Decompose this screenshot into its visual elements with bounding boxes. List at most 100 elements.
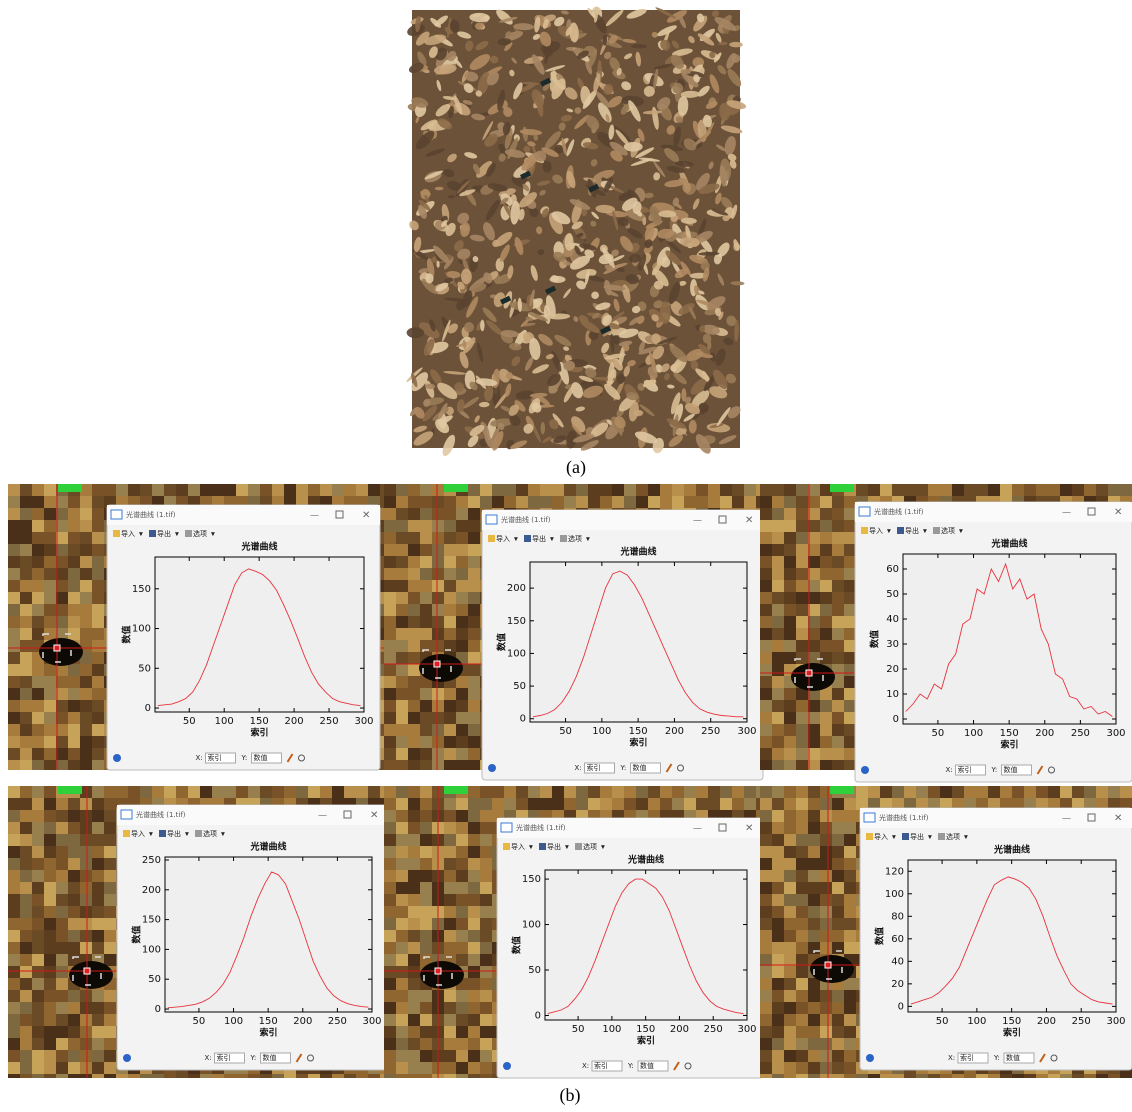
y-axis-label: 数值: [496, 633, 508, 651]
pixel: [444, 1050, 456, 1062]
close-button[interactable]: ✕: [370, 810, 378, 821]
x-axis-label: 索引: [629, 737, 647, 749]
menu-item[interactable]: 导出: [905, 526, 919, 535]
pixel: [380, 700, 384, 712]
help-icon[interactable]: [488, 764, 496, 772]
menu-item[interactable]: 选项: [203, 829, 217, 838]
pixel: [420, 942, 432, 954]
menu-item[interactable]: 导入: [131, 830, 145, 838]
pixel: [380, 1074, 384, 1078]
menu-item[interactable]: 导出: [167, 829, 181, 838]
minimize-button[interactable]: —: [318, 811, 327, 821]
pixel: [760, 628, 772, 640]
close-button[interactable]: ✕: [362, 510, 370, 521]
pixel: [468, 1014, 480, 1026]
pixel: [784, 532, 796, 544]
pixel: [20, 918, 32, 930]
x-prefix: X:: [196, 754, 203, 762]
pixel: [772, 712, 784, 724]
minimize-button[interactable]: —: [310, 511, 319, 521]
pixel: [600, 798, 612, 810]
pixel: [20, 834, 32, 846]
x-select-text: 索引: [208, 753, 222, 762]
pixel: [116, 1074, 128, 1078]
pixel: [8, 990, 20, 1002]
pixel: [140, 1074, 152, 1078]
help-icon[interactable]: [861, 766, 869, 774]
help-icon[interactable]: [113, 754, 121, 762]
pixel: [20, 712, 32, 724]
chart-title: 光谱曲线: [990, 538, 1027, 550]
pixel: [1060, 484, 1072, 496]
minimize-button[interactable]: —: [1062, 508, 1071, 518]
menu-arrow: ▼: [887, 529, 891, 535]
pixel: [408, 748, 420, 760]
menu-item[interactable]: 选项: [568, 534, 582, 543]
pixel: [44, 1050, 56, 1062]
pixel: [396, 894, 408, 906]
pixel: [384, 604, 396, 616]
x-tick-label: 300: [354, 716, 373, 727]
pixel: [200, 1074, 212, 1078]
close-button[interactable]: ✕: [1114, 507, 1122, 518]
pixel: [832, 628, 844, 640]
pixel: [772, 688, 784, 700]
y-tick-label: 150: [132, 584, 151, 595]
pixel: [420, 834, 432, 846]
pixel: [384, 846, 396, 858]
pixel: [468, 810, 480, 822]
pixel: [260, 484, 272, 496]
pixel: [480, 942, 492, 954]
pixel: [660, 496, 672, 508]
pixel: [92, 508, 104, 520]
pixel: [68, 1038, 80, 1050]
pixel: [456, 700, 468, 712]
pixel: [940, 484, 952, 496]
pixel: [56, 544, 68, 556]
pixel: [380, 724, 384, 736]
menu-item[interactable]: 导出: [157, 529, 171, 538]
x-tick-label: 250: [1071, 728, 1090, 739]
pixel: [784, 712, 796, 724]
pixel: [468, 556, 480, 568]
pixel: [32, 918, 44, 930]
pixel: [396, 532, 408, 544]
menu-item[interactable]: 选项: [193, 529, 207, 538]
pixel: [396, 496, 408, 508]
pixel: [32, 700, 44, 712]
menu-item[interactable]: 导出: [532, 534, 546, 543]
pixel: [396, 748, 408, 760]
pixel: [420, 616, 432, 628]
pixel: [80, 930, 92, 942]
pixel: [380, 652, 384, 664]
pixel: [952, 484, 964, 496]
pixel: [612, 496, 624, 508]
pixel: [384, 652, 396, 664]
pixel: [104, 870, 116, 882]
pixel: [588, 496, 600, 508]
pixel: [456, 580, 468, 592]
pixel: [468, 676, 480, 688]
close-button[interactable]: ✕: [745, 515, 753, 526]
pixel: [696, 496, 708, 508]
pixel: [296, 786, 308, 798]
minimize-button[interactable]: —: [693, 516, 702, 526]
x-prefix: X:: [205, 1054, 212, 1062]
pixel: [784, 628, 796, 640]
pixel: [396, 544, 408, 556]
pixel: [784, 760, 796, 770]
pixel: [480, 798, 492, 810]
pixel: [432, 544, 444, 556]
pixel: [56, 894, 68, 906]
pixel: [44, 978, 56, 990]
menu-item[interactable]: 选项: [941, 526, 955, 535]
menu-item[interactable]: 导入: [869, 527, 883, 535]
pixel: [820, 520, 832, 532]
menu-item[interactable]: 导入: [121, 530, 135, 538]
pixel: [32, 870, 44, 882]
pixel: [456, 990, 468, 1002]
pixel: [516, 798, 528, 810]
menu-item[interactable]: 导入: [496, 535, 510, 543]
help-icon[interactable]: [123, 1054, 131, 1062]
chart-title: 光谱曲线: [240, 541, 277, 553]
